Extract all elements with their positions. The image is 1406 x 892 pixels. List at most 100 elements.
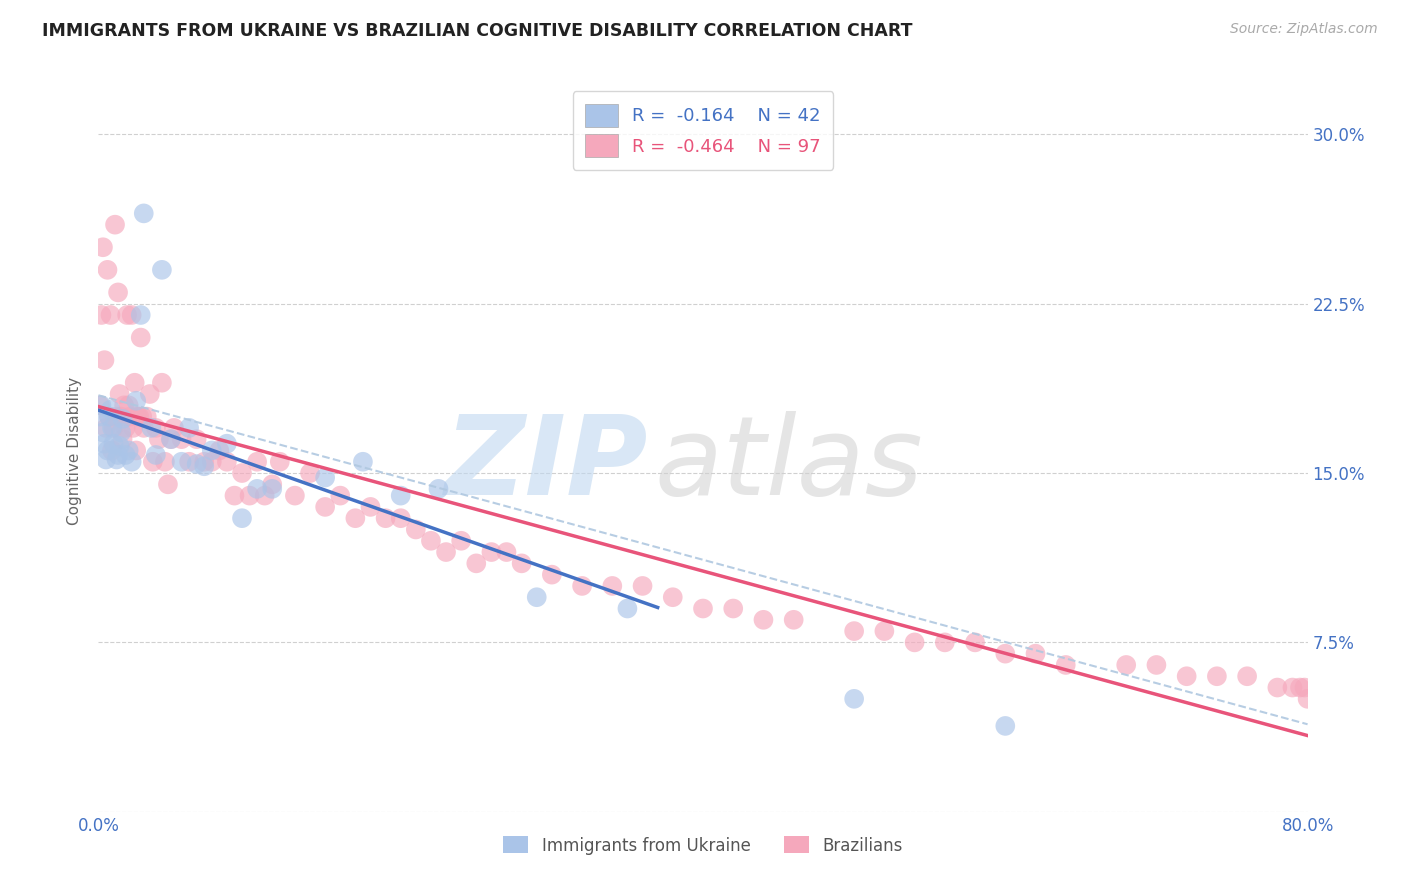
Point	[170, 432, 193, 446]
Point	[450, 533, 472, 548]
Point	[253, 489, 276, 503]
Point	[783, 613, 806, 627]
Point	[208, 443, 231, 458]
Point	[434, 545, 457, 559]
Point	[160, 432, 183, 446]
Point	[107, 448, 129, 462]
Point	[108, 439, 131, 453]
Point	[723, 601, 745, 615]
Point	[405, 523, 427, 537]
Point	[103, 421, 125, 435]
Point	[231, 511, 253, 525]
Point	[314, 470, 336, 484]
Point	[125, 443, 148, 458]
Point	[145, 448, 167, 462]
Point	[284, 489, 307, 503]
Text: Source: ZipAtlas.com: Source: ZipAtlas.com	[1230, 22, 1378, 37]
Point	[692, 601, 714, 615]
Point	[105, 452, 128, 467]
Point	[98, 409, 121, 424]
Point	[994, 647, 1017, 661]
Point	[526, 591, 548, 605]
Point	[481, 545, 503, 559]
Point	[118, 443, 141, 458]
Point	[571, 579, 593, 593]
Point	[299, 466, 322, 480]
Point	[201, 455, 224, 469]
Text: ZIP: ZIP	[446, 411, 648, 518]
Point	[121, 455, 143, 469]
Point	[91, 240, 114, 254]
Point	[344, 511, 367, 525]
Point	[873, 624, 896, 639]
Point	[110, 409, 132, 424]
Point	[465, 557, 488, 571]
Point	[112, 398, 135, 412]
Point	[193, 459, 215, 474]
Point	[101, 421, 124, 435]
Point	[1289, 681, 1312, 695]
Point	[616, 601, 638, 615]
Point	[131, 409, 153, 424]
Text: IMMIGRANTS FROM UKRAINE VS BRAZILIAN COGNITIVE DISABILITY CORRELATION CHART: IMMIGRANTS FROM UKRAINE VS BRAZILIAN COG…	[42, 22, 912, 40]
Point	[193, 455, 215, 469]
Point	[1024, 647, 1046, 661]
Point	[661, 591, 683, 605]
Point	[125, 393, 148, 408]
Point	[186, 432, 208, 446]
Point	[170, 455, 193, 469]
Point	[329, 489, 352, 503]
Point	[103, 436, 125, 450]
Point	[121, 308, 143, 322]
Point	[752, 613, 775, 627]
Point	[139, 387, 162, 401]
Point	[153, 455, 176, 469]
Point	[844, 691, 866, 706]
Point	[269, 455, 291, 469]
Point	[374, 511, 396, 525]
Point	[93, 436, 115, 450]
Y-axis label: Cognitive Disability: Cognitive Disability	[67, 376, 83, 524]
Point	[108, 387, 131, 401]
Point	[602, 579, 624, 593]
Point	[107, 285, 129, 300]
Point	[132, 206, 155, 220]
Point	[114, 448, 136, 462]
Point	[156, 477, 179, 491]
Point	[1144, 657, 1167, 672]
Point	[1236, 669, 1258, 683]
Point	[389, 489, 412, 503]
Point	[127, 409, 149, 424]
Point	[160, 432, 183, 446]
Point	[148, 432, 170, 446]
Point	[179, 455, 201, 469]
Point	[179, 421, 201, 435]
Text: atlas: atlas	[655, 411, 924, 518]
Point	[110, 425, 132, 440]
Point	[118, 398, 141, 412]
Point	[135, 409, 157, 424]
Point	[100, 402, 122, 417]
Point	[904, 635, 927, 649]
Point	[262, 477, 284, 491]
Point	[132, 421, 155, 435]
Point	[1296, 691, 1319, 706]
Point	[111, 412, 134, 426]
Point	[1267, 681, 1289, 695]
Point	[215, 436, 238, 450]
Point	[352, 455, 374, 469]
Point	[540, 567, 562, 582]
Point	[124, 376, 146, 390]
Point	[101, 443, 124, 458]
Point	[1175, 669, 1198, 683]
Point	[844, 624, 866, 639]
Point	[128, 409, 150, 424]
Point	[239, 489, 262, 503]
Point	[91, 425, 114, 440]
Point	[246, 482, 269, 496]
Legend: Immigrants from Ukraine, Brazilians: Immigrants from Ukraine, Brazilians	[496, 830, 910, 861]
Point	[262, 482, 284, 496]
Point	[98, 409, 121, 424]
Point	[94, 452, 117, 467]
Point	[129, 308, 152, 322]
